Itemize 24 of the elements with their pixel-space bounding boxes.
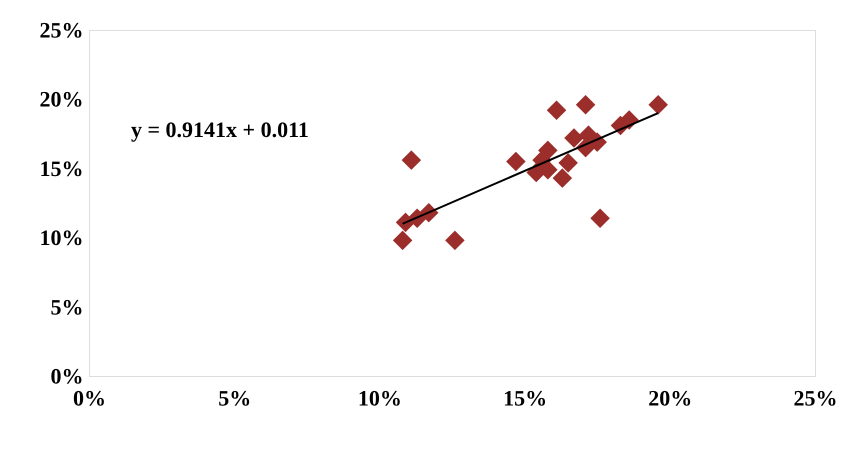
- point: [546, 100, 566, 120]
- x-tick-label: 10%: [358, 386, 402, 410]
- point: [392, 230, 412, 250]
- annotation: y = 0.9141x + 0.011: [131, 117, 309, 142]
- x-tick-label: 20%: [648, 386, 692, 410]
- point: [590, 208, 610, 228]
- point: [506, 152, 526, 172]
- x-tick-label: 25%: [794, 386, 838, 410]
- point: [648, 94, 668, 114]
- y-tick-label: 20%: [40, 86, 84, 112]
- x-tick-label: 15%: [503, 386, 548, 410]
- point: [576, 94, 596, 114]
- point: [552, 168, 572, 188]
- point: [564, 128, 584, 148]
- y-tick-label: 5%: [50, 294, 84, 320]
- point: [402, 150, 422, 170]
- y-tick-label: 25%: [40, 18, 84, 42]
- point: [558, 153, 578, 173]
- point: [445, 230, 465, 250]
- x-tick-label: 0%: [73, 386, 106, 410]
- y-tick-label: 0%: [50, 364, 84, 388]
- x-tick-label: 5%: [218, 386, 252, 410]
- y-tick-label: 15%: [40, 156, 84, 181]
- y-tick-label: 10%: [40, 225, 84, 250]
